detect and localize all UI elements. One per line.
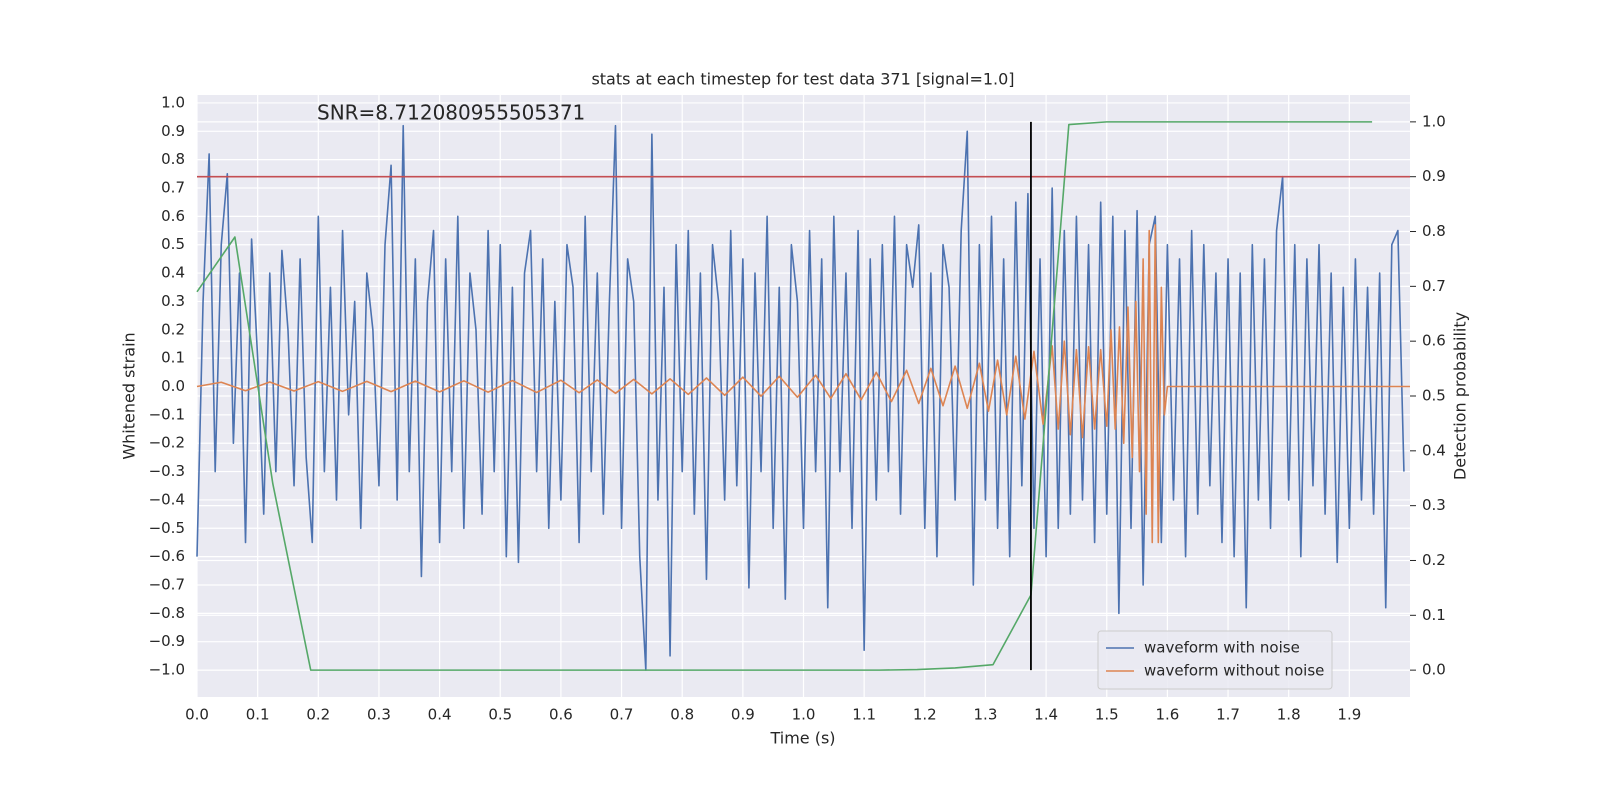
x-tick-label: 0.5 xyxy=(488,706,512,724)
x-tick-label: 1.5 xyxy=(1095,706,1119,724)
y-tick-label: −0.6 xyxy=(149,547,185,565)
y2-tick-label: 0.9 xyxy=(1422,167,1446,185)
x-tick-label: 0.3 xyxy=(367,706,391,724)
x-tick-label: 1.1 xyxy=(852,706,876,724)
y2-tick-label: 0.0 xyxy=(1422,661,1446,679)
x-tick-label: 0.4 xyxy=(428,706,452,724)
y-tick-label: −0.3 xyxy=(149,462,185,480)
x-tick-label: 1.0 xyxy=(792,706,816,724)
annotation: SNR=8.712080955505371 xyxy=(317,101,585,125)
x-tick-label: 0.8 xyxy=(670,706,694,724)
x-tick-label: 0.1 xyxy=(246,706,270,724)
y2-tick-label: 0.4 xyxy=(1422,441,1446,459)
y-tick-label: 1.0 xyxy=(161,93,185,111)
series-line xyxy=(196,124,1405,671)
y-tick-label: 0.6 xyxy=(161,207,185,225)
x-tick-label: 1.7 xyxy=(1216,706,1240,724)
y2-tick-label: 0.8 xyxy=(1422,222,1446,240)
x-tick-label: 1.4 xyxy=(1034,706,1058,724)
y-tick-label: 0.5 xyxy=(161,235,185,253)
y-tick-label: 0.0 xyxy=(161,377,185,395)
y2-tick-label: 0.7 xyxy=(1422,277,1446,295)
y-tick-label: −0.2 xyxy=(149,434,185,452)
y-tick-label: −0.8 xyxy=(149,604,185,622)
series-line xyxy=(196,224,1410,544)
legend-label: waveform without noise xyxy=(1144,662,1324,680)
y2-axis-label: Detection probability xyxy=(1451,312,1470,480)
x-tick-label: 0.9 xyxy=(731,706,755,724)
x-tick-label: 0.2 xyxy=(306,706,330,724)
y-tick-label: 0.2 xyxy=(161,320,185,338)
y2-tick-label: 0.3 xyxy=(1422,496,1446,514)
y2-tick-label: 0.5 xyxy=(1422,387,1446,405)
y-tick-label: 0.1 xyxy=(161,349,185,367)
y-tick-label: 0.3 xyxy=(161,292,185,310)
x-tick-label: 1.9 xyxy=(1337,706,1361,724)
legend-label: waveform with noise xyxy=(1144,639,1300,657)
series-line xyxy=(196,121,1373,671)
y-tick-label: −0.1 xyxy=(149,405,185,423)
y2-tick-label: 0.6 xyxy=(1422,332,1446,350)
y-tick-label: −0.7 xyxy=(149,575,185,593)
y2-tick-label: 0.1 xyxy=(1422,606,1446,624)
x-tick-label: 0.0 xyxy=(185,706,209,724)
x-tick-label: 0.6 xyxy=(549,706,573,724)
x-tick-label: 1.2 xyxy=(913,706,937,724)
y-tick-label: 0.9 xyxy=(161,122,185,140)
y2-tick-label: 0.2 xyxy=(1422,551,1446,569)
y-axis-label: Whitened strain xyxy=(120,332,139,459)
y-tick-label: −0.4 xyxy=(149,490,185,508)
y-tick-label: −0.5 xyxy=(149,519,185,537)
y-tick-label: −0.9 xyxy=(149,632,185,650)
legend-box xyxy=(1097,630,1333,690)
y2-tick-label: 1.0 xyxy=(1422,112,1446,130)
y-tick-label: 0.4 xyxy=(161,264,185,282)
x-tick-label: 1.8 xyxy=(1277,706,1301,724)
x-tick-label: 0.7 xyxy=(610,706,634,724)
chart-title: stats at each timestep for test data 371… xyxy=(591,70,1014,89)
x-axis-label: Time (s) xyxy=(769,729,835,748)
x-tick-label: 1.3 xyxy=(974,706,998,724)
x-tick-label: 1.6 xyxy=(1155,706,1179,724)
y-tick-label: 0.7 xyxy=(161,179,185,197)
y-tick-label: −1.0 xyxy=(149,661,185,679)
y-tick-label: 0.8 xyxy=(161,150,185,168)
